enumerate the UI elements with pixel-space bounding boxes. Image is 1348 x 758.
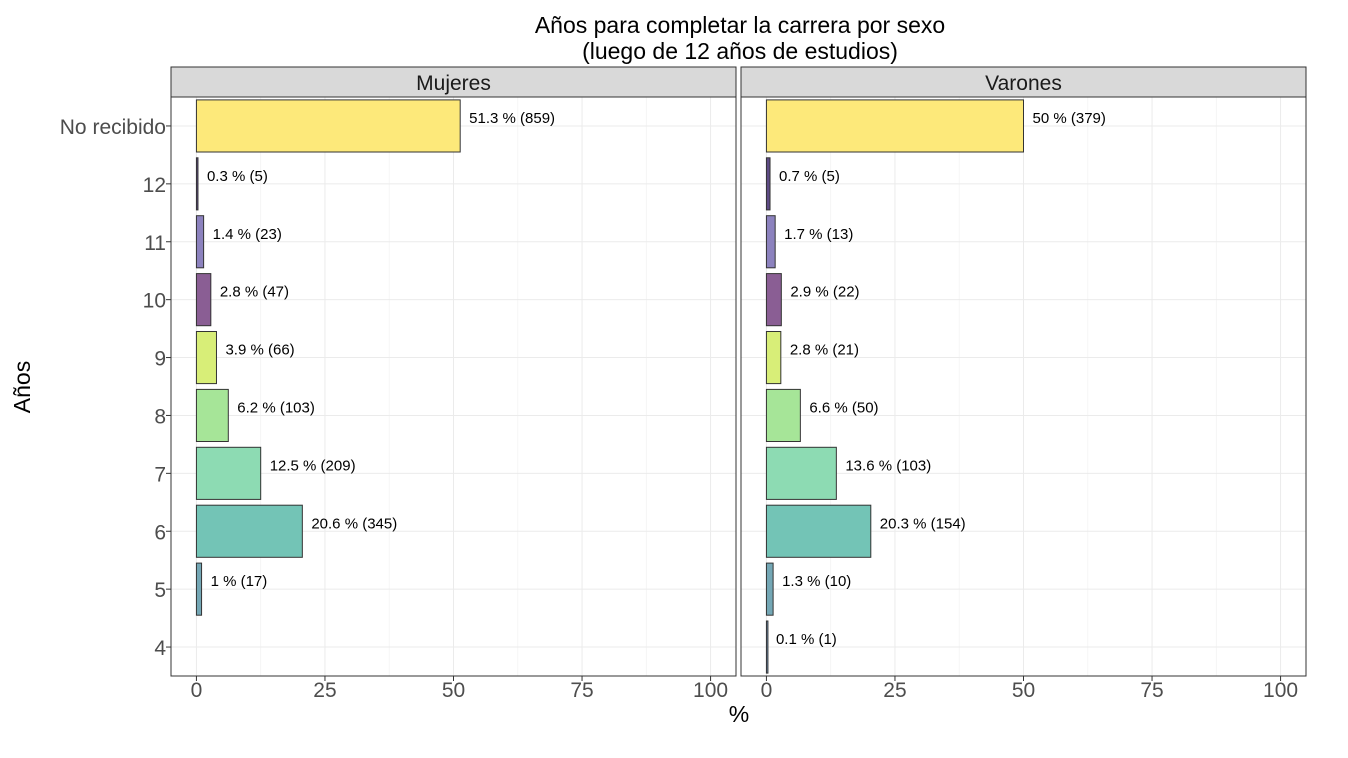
bar-label: 1 % (17) — [211, 573, 268, 590]
x-tick-label: 100 — [1263, 679, 1298, 702]
y-axis-title: Años — [9, 361, 35, 413]
bar-6 — [195, 504, 303, 558]
facet-strip — [170, 66, 737, 98]
x-tick-label: 0 — [761, 679, 773, 702]
bar-label: 1.7 % (13) — [784, 226, 853, 243]
x-tick-label: 25 — [883, 679, 906, 702]
bar-12 — [765, 157, 771, 211]
facet-strip-label: Varones — [985, 72, 1062, 95]
x-tick-label: 50 — [442, 679, 465, 702]
x-tick-label: 25 — [313, 679, 336, 702]
y-tick-label: No recibido — [60, 116, 166, 139]
x-axis-title: % — [729, 701, 749, 727]
bar-8 — [195, 388, 229, 443]
bar-label: 3.9 % (66) — [225, 342, 294, 359]
bar-label: 2.8 % (21) — [790, 342, 859, 359]
bar-no-recibido — [765, 99, 1024, 153]
chart-subtitle: (luego de 12 años de estudios) — [582, 38, 898, 64]
bar-no-recibido — [195, 99, 461, 153]
bar-label: 51.3 % (859) — [469, 110, 555, 127]
panel-varones: Varones 50 % (379) 0.7 % (5) 1.7 % (13) 2.9 … — [740, 66, 1307, 702]
panel-mujeres: Mujeres 51.3 % (859) 0.3 % (5) 1.4 % (23) 2.… — [60, 66, 737, 702]
bar-12 — [195, 157, 199, 211]
bar-label: 50 % (379) — [1033, 110, 1106, 127]
bar-label: 1.4 % (23) — [213, 226, 282, 243]
facet-strip — [740, 66, 1307, 98]
y-tick-label: 7 — [154, 463, 166, 486]
chart-title: Años para completar la carrera por sexo — [535, 12, 945, 38]
y-tick-label: 10 — [143, 290, 166, 313]
bar-label: 0.7 % (5) — [779, 168, 840, 185]
bar-4 — [765, 620, 769, 674]
bar-7 — [765, 446, 837, 500]
y-tick-label: 8 — [154, 405, 166, 428]
y-tick-label: 12 — [143, 174, 166, 197]
bar-label: 6.2 % (103) — [237, 399, 315, 416]
bar-11 — [765, 215, 776, 269]
x-tick-label: 50 — [1012, 679, 1035, 702]
x-tick-label: 0 — [191, 679, 203, 702]
facet-strip-label: Mujeres — [416, 72, 491, 95]
bar-5 — [765, 562, 774, 616]
bar-label: 12.5 % (209) — [270, 457, 356, 474]
bar-label: 6.6 % (50) — [809, 399, 878, 416]
bar-9 — [195, 330, 217, 385]
bar-label: 0.1 % (1) — [776, 631, 837, 648]
y-tick-label: 9 — [154, 348, 166, 371]
bar-label: 2.9 % (22) — [790, 284, 859, 301]
y-tick-label: 6 — [154, 521, 166, 544]
bar-label: 1.3 % (10) — [782, 573, 851, 590]
bar-label: 20.3 % (154) — [880, 515, 966, 532]
bar-label: 2.8 % (47) — [220, 284, 289, 301]
bar-6 — [765, 504, 872, 558]
bar-label: 13.6 % (103) — [845, 457, 931, 474]
bar-10 — [195, 273, 212, 327]
y-tick-label: 5 — [154, 579, 166, 602]
bar-11 — [195, 215, 205, 269]
bar-label: 20.6 % (345) — [311, 515, 397, 532]
x-tick-label: 100 — [693, 679, 728, 702]
x-tick-label: 75 — [1140, 679, 1163, 702]
bar-8 — [765, 388, 801, 443]
bar-5 — [195, 562, 203, 616]
bar-9 — [765, 330, 782, 385]
bar-label: 0.3 % (5) — [207, 168, 268, 185]
bar-10 — [765, 273, 782, 327]
y-tick-label: 4 — [154, 637, 166, 660]
y-tick-label: 11 — [144, 232, 166, 255]
x-tick-label: 75 — [570, 679, 593, 702]
bar-7 — [195, 446, 262, 500]
